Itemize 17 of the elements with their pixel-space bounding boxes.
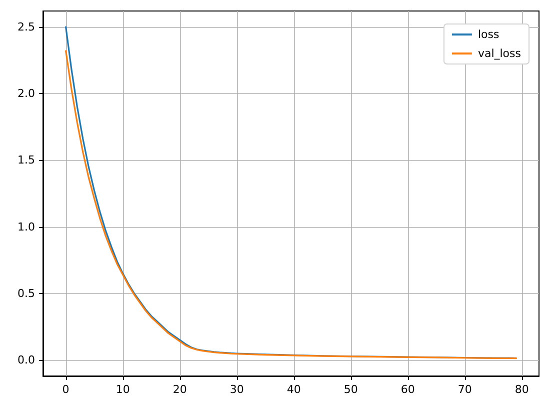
x-tick-label: 30 [230, 383, 244, 396]
y-tick-label: 1.0 [18, 220, 35, 234]
y-tick-label: 0.0 [18, 354, 35, 367]
x-tick-label: 80 [514, 383, 529, 396]
y-tick-label: 2.0 [18, 87, 35, 100]
x-tick-label: 50 [344, 383, 358, 396]
x-tick-label: 10 [116, 383, 130, 396]
legend-label: loss [478, 28, 500, 41]
y-tick-label: 2.5 [18, 20, 35, 34]
x-tick-label: 20 [172, 383, 187, 396]
x-tick-label: 60 [400, 383, 415, 396]
x-tick-label: 0 [62, 383, 70, 396]
x-tick-label: 70 [458, 383, 472, 396]
x-tick-label: 40 [286, 383, 301, 396]
y-tick-label: 0.5 [18, 286, 35, 300]
y-tick-label: 1.5 [18, 154, 35, 167]
legend-label: val_loss [478, 47, 522, 60]
